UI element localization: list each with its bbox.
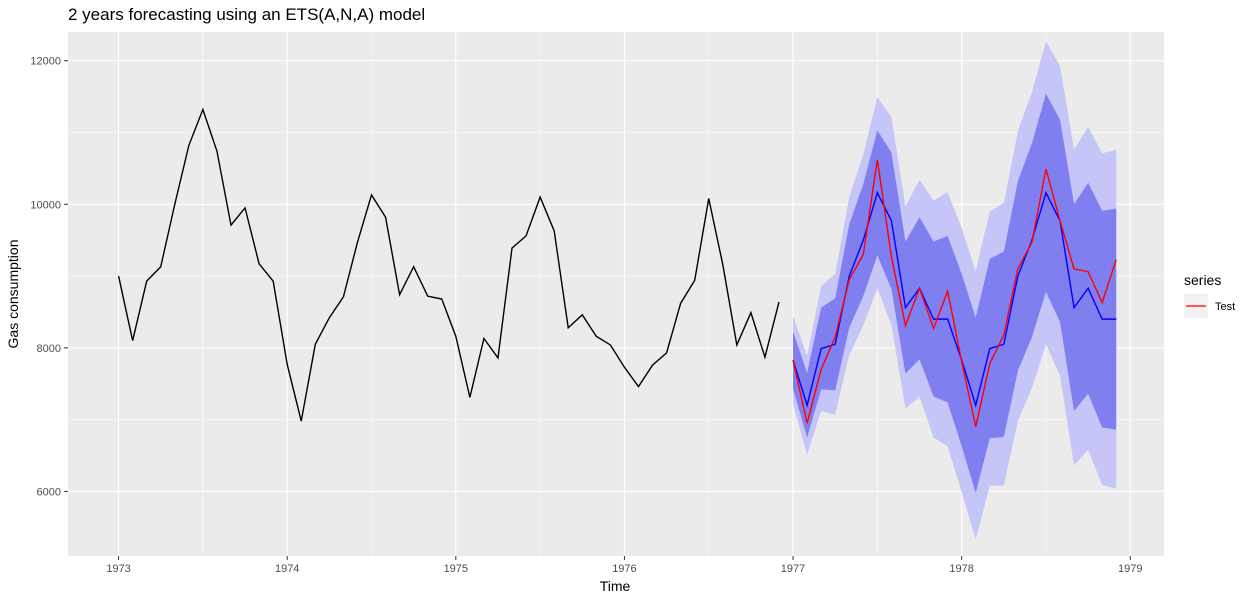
y-tick-label: 6000 <box>37 486 61 498</box>
prediction-band-80 <box>793 93 1117 493</box>
legend-title: series <box>1184 272 1221 288</box>
x-axis: 1973 1974 1975 1976 1977 1978 1979 <box>106 556 1143 575</box>
y-axis-title: Gas consumption <box>5 240 21 349</box>
series-lines <box>117 107 1117 427</box>
x-tick-label: 1979 <box>1118 563 1142 575</box>
chart-title: 2 years forecasting using an ETS(A,N,A) … <box>68 5 425 24</box>
x-tick-label: 1978 <box>949 563 973 575</box>
x-tick-label: 1977 <box>781 563 805 575</box>
prediction-intervals <box>793 41 1117 540</box>
y-tick-label: 12000 <box>30 56 61 68</box>
x-tick-label: 1975 <box>444 563 468 575</box>
y-tick-label: 8000 <box>37 343 61 355</box>
legend: series Test <box>1184 272 1235 318</box>
x-tick-label: 1973 <box>106 563 130 575</box>
legend-label-test: Test <box>1215 301 1235 313</box>
y-tick-label: 10000 <box>30 199 61 211</box>
x-axis-title: Time <box>600 578 631 594</box>
test-line <box>792 159 1117 427</box>
x-tick-label: 1974 <box>275 563 299 575</box>
history-line <box>117 107 780 422</box>
x-tick-label: 1976 <box>612 563 636 575</box>
y-axis: 6000 8000 10000 12000 <box>30 56 68 498</box>
